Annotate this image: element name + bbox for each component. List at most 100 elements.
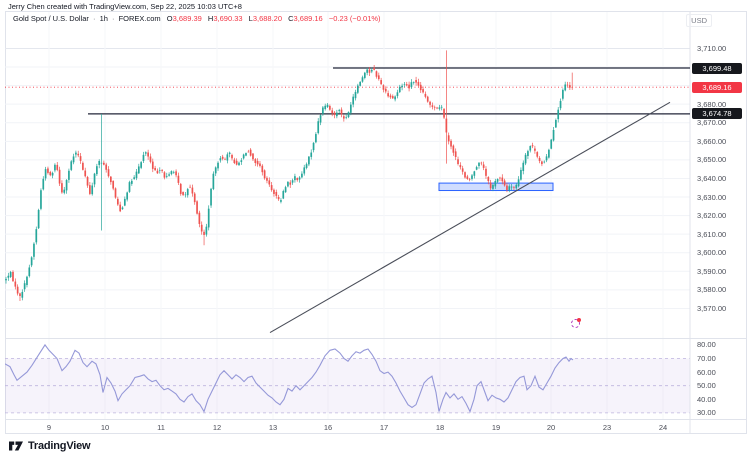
candle-body	[28, 267, 31, 277]
candle-body	[370, 69, 373, 72]
price-tick-label: 3,660.00	[697, 136, 727, 146]
candle-body	[179, 183, 182, 194]
candle-body	[77, 153, 80, 156]
candle-body	[170, 171, 173, 175]
candle-body	[557, 109, 560, 120]
candle-body	[282, 191, 285, 199]
candle-body	[408, 84, 410, 89]
candle-body	[133, 177, 135, 179]
candle-body	[301, 173, 303, 178]
candle-body	[496, 179, 499, 182]
time-tick-label: 18	[435, 423, 445, 432]
candle-body	[212, 173, 215, 190]
price-tick-label: 3,600.00	[697, 248, 727, 258]
candle-body	[196, 201, 198, 214]
price-tick-label: 3,570.00	[697, 303, 727, 313]
candle-body	[438, 107, 441, 109]
candle-body	[459, 165, 462, 168]
candle-body	[359, 81, 362, 86]
candle-body	[317, 121, 320, 134]
rsi-tick-label: 60.00	[697, 367, 716, 377]
candle-body	[247, 151, 250, 153]
close-label: C	[288, 14, 294, 23]
candle-body	[58, 169, 61, 184]
tradingview-logo[interactable]: TradingView	[8, 439, 91, 453]
time-tick-label: 11	[157, 423, 165, 432]
candle-body	[510, 186, 513, 188]
candle-body	[116, 198, 119, 205]
candle-body	[233, 159, 236, 164]
candle-body	[452, 145, 455, 153]
candle-body	[527, 151, 529, 156]
price-tick-label: 3,670.00	[697, 118, 727, 128]
candle-body	[98, 161, 101, 165]
legend-separator: ·	[112, 14, 115, 23]
replay-marker-icon[interactable]	[571, 318, 581, 328]
candle-body	[473, 171, 476, 176]
candle-body	[356, 85, 359, 93]
candle-body	[401, 85, 403, 88]
candle-body	[403, 84, 406, 85]
candle-body	[107, 169, 110, 177]
rsi-layer[interactable]	[5, 343, 574, 413]
price-tick-label: 3,640.00	[697, 173, 727, 183]
candle-body	[531, 145, 534, 147]
candle-body	[555, 120, 557, 128]
candle-body	[12, 271, 14, 282]
candle-body	[49, 172, 52, 176]
candle-body	[513, 187, 515, 188]
candle-body	[380, 80, 382, 85]
candle-body	[151, 161, 154, 169]
candle-body	[340, 109, 343, 115]
candle-body	[569, 85, 571, 88]
candle-body	[114, 188, 117, 198]
candle-body	[210, 188, 212, 206]
low-value: 3,688.20	[252, 14, 283, 23]
tradingview-logomark	[9, 441, 23, 451]
price-badge: 3,699.48	[692, 62, 742, 74]
candle-body	[14, 281, 17, 287]
time-tick-label: 24	[658, 423, 668, 432]
candle-body	[161, 169, 163, 171]
candle-body	[40, 190, 42, 209]
candle-body	[422, 89, 424, 93]
candle-body	[566, 84, 569, 86]
candle-body	[184, 194, 187, 196]
candle-body	[461, 168, 464, 172]
rsi-tick-label: 40.00	[697, 394, 716, 404]
candle-body	[158, 170, 161, 171]
candle-body	[189, 186, 191, 188]
credit-line: Jerry Chen created with TradingView.com,…	[8, 2, 242, 11]
candle-body	[193, 193, 196, 203]
candle-body	[466, 176, 469, 179]
candle-body	[65, 180, 68, 191]
candle-body	[520, 169, 522, 180]
ascending-trendline[interactable]	[269, 101, 671, 334]
candle-body	[464, 172, 466, 178]
candle-body	[105, 164, 108, 170]
candles-layer[interactable]	[5, 50, 574, 302]
candle-body	[207, 208, 210, 228]
candle-body	[123, 198, 126, 206]
candle-body	[144, 152, 147, 154]
candle-body	[228, 152, 231, 155]
candle-body	[440, 106, 443, 108]
candle-body	[35, 229, 38, 243]
candle-body	[149, 156, 152, 162]
candle-body	[277, 197, 280, 200]
candle-body	[245, 153, 247, 156]
candle-body	[284, 187, 287, 193]
candle-body	[457, 159, 459, 164]
candle-body	[238, 162, 240, 166]
candle-body	[219, 158, 222, 161]
candle-body	[373, 67, 375, 70]
candle-body	[226, 154, 229, 161]
candle-body	[319, 115, 322, 123]
candle-body	[110, 176, 112, 183]
tradingview-wordmark: TradingView	[28, 440, 91, 452]
time-tick-label: 13	[268, 423, 278, 432]
candle-body	[291, 180, 294, 183]
price-badge: 3,674.78	[692, 108, 742, 120]
candle-body	[363, 72, 366, 78]
